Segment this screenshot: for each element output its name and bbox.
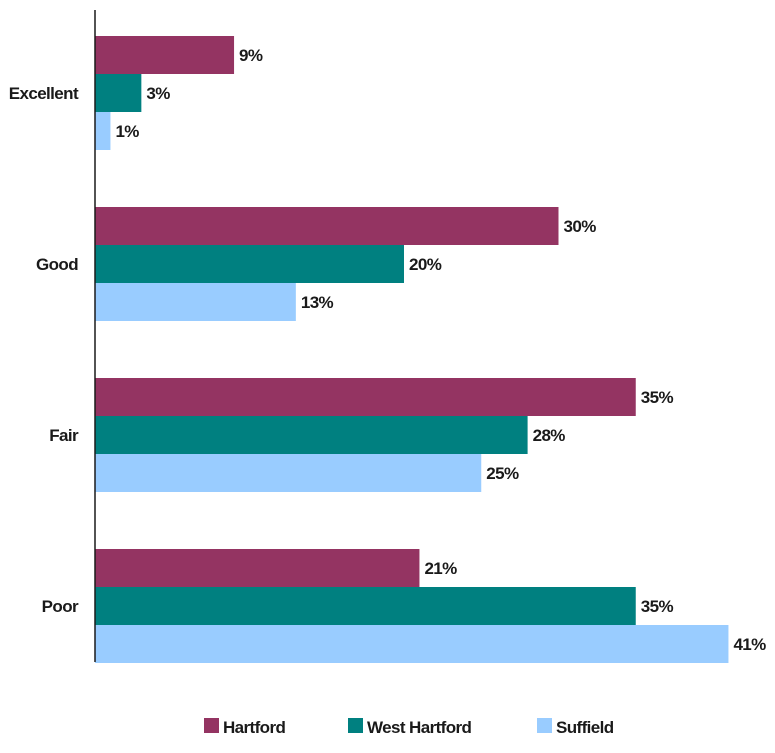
- value-label-poor-suffield: 41%: [733, 635, 766, 654]
- bar-fair-hartford: [95, 378, 636, 416]
- legend-label-suffield: Suffield: [556, 718, 614, 737]
- bar-excellent-west-hartford: [95, 74, 142, 112]
- value-labels-layer: 9% 3% 1% 30% 20% 13% 35% 28% 25% 21% 35% 41%: [115, 46, 766, 654]
- value-label-good-suffield: 13%: [301, 293, 334, 312]
- legend-label-west-hartford: West Hartford: [367, 718, 472, 737]
- bar-good-west-hartford: [95, 245, 404, 283]
- value-label-excellent-suffield: 1%: [115, 122, 139, 141]
- bar-good-suffield: [95, 283, 296, 321]
- category-label-fair: Fair: [49, 426, 79, 445]
- value-label-excellent-west-hartford: 3%: [146, 84, 170, 103]
- category-label-poor: Poor: [42, 597, 79, 616]
- bar-poor-suffield: [95, 625, 729, 663]
- category-label-excellent: Excellent: [9, 84, 79, 103]
- legend: Hartford West Hartford Suffield: [204, 718, 614, 737]
- bar-excellent-suffield: [95, 112, 111, 150]
- value-label-good-west-hartford: 20%: [409, 255, 442, 274]
- bar-excellent-hartford: [95, 36, 235, 74]
- value-label-good-hartford: 30%: [564, 217, 597, 236]
- value-label-fair-west-hartford: 28%: [533, 426, 566, 445]
- category-labels-layer: Excellent Good Fair Poor: [9, 84, 80, 616]
- value-label-poor-hartford: 21%: [424, 559, 457, 578]
- legend-label-hartford: Hartford: [223, 718, 285, 737]
- category-label-good: Good: [36, 255, 78, 274]
- bar-good-hartford: [95, 207, 559, 245]
- value-label-excellent-hartford: 9%: [239, 46, 263, 65]
- value-label-poor-west-hartford: 35%: [641, 597, 674, 616]
- legend-swatch-suffield: [537, 718, 552, 733]
- bar-fair-west-hartford: [95, 416, 528, 454]
- legend-swatch-west-hartford: [348, 718, 363, 733]
- value-label-fair-hartford: 35%: [641, 388, 674, 407]
- legend-swatch-hartford: [204, 718, 219, 733]
- bar-poor-west-hartford: [95, 587, 636, 625]
- bar-poor-hartford: [95, 549, 420, 587]
- bar-fair-suffield: [95, 454, 482, 492]
- value-label-fair-suffield: 25%: [486, 464, 519, 483]
- bars-layer: [95, 36, 729, 663]
